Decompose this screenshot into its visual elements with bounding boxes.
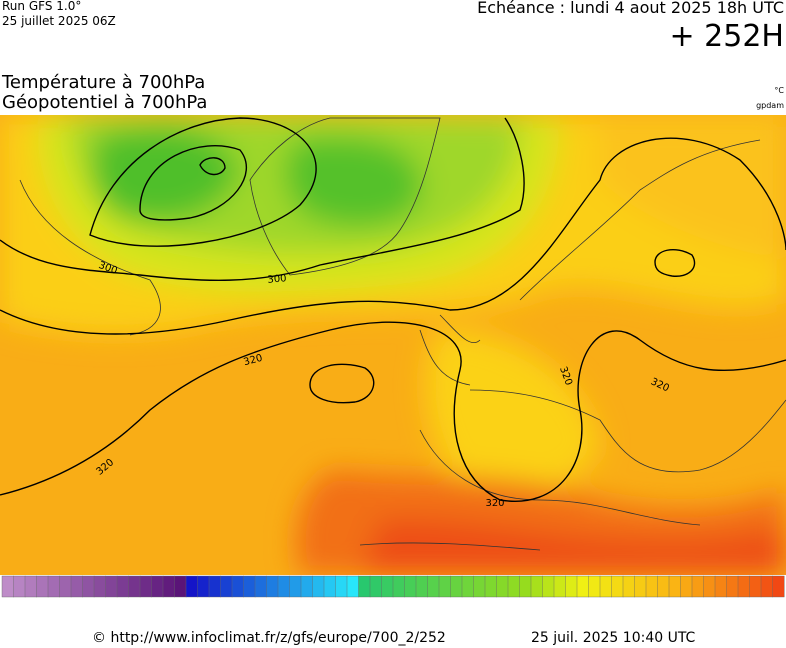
colorbar-cell [151,575,164,598]
colorbar-cell [231,575,245,598]
colorbar-cell [726,575,739,598]
colorbar-cell [243,575,256,598]
colorbar-cell [484,575,498,598]
colorbar-cell [266,575,279,598]
run-date: 25 juillet 2025 06Z [2,14,116,28]
temperature-field [0,115,786,575]
colorbar-cell [185,575,199,598]
colorbar-cell [116,575,130,598]
contour-label: 320 [242,353,263,369]
colorbar-cell [473,575,486,598]
colorbar-cell [300,575,314,598]
colorbar-cell [208,575,222,598]
colorbar-cell [335,575,348,598]
colorbar-cell [162,575,176,598]
lead-time: + 252H [669,19,785,54]
colorbar-cell [496,575,509,598]
colorbar-cell [657,575,670,598]
geopotential-contours [0,117,786,502]
contour-label: 320 [485,498,504,509]
colorbar-cell [70,575,84,598]
colorbar-cell [760,575,774,598]
colorbar-cell [277,575,291,598]
colorbar-cell [542,575,555,598]
colorbar-cell [82,575,95,598]
colorbar-cell [772,575,785,598]
colorbar-cell [703,575,716,598]
colorbar-cell [174,575,187,598]
colorbar-cell [312,575,325,598]
colorbar-cell [254,575,268,598]
colorbar-cell [346,575,360,598]
colorbar-cell [13,575,26,598]
colorbar-cell [645,575,659,598]
footer-generated: 25 juil. 2025 10:40 UTC [531,630,696,646]
colorbar-cell [289,575,302,598]
colorbar-cell [737,575,751,598]
unit-geopotential: gpdam [756,101,784,110]
colorbar-cell [1,575,15,598]
colorbar-cell [668,575,682,598]
colorbar-cell [622,575,636,598]
run-label: Run GFS 1.0° [2,0,82,13]
colorbar-cell [611,575,624,598]
colorbar-cell [450,575,463,598]
colorbar: -54-50-46-42-38-34-28-21-17-13-9-5-13711… [1,575,785,598]
colorbar-cell [680,575,693,598]
colorbar-cell [588,575,601,598]
colorbar-cell [565,575,578,598]
colorbar-cell [404,575,417,598]
colorbar-cell [105,575,118,598]
colorbar-cell [507,575,521,598]
colorbar-cell [461,575,475,598]
colorbar-cell [634,575,647,598]
colorbar-cell [381,575,394,598]
colorbar-cell [553,575,567,598]
colorbar-cell [93,575,107,598]
coastlines [19,117,786,551]
colorbar-cell [749,575,762,598]
contour-label: 300 [267,273,287,286]
colorbar-cell [519,575,532,598]
colorbar-cell [59,575,72,598]
title-temperature: Température à 700hPa [2,72,206,93]
colorbar-cell [220,575,233,598]
colorbar-cell [392,575,406,598]
colorbar-cell [427,575,440,598]
colorbar-cell [139,575,153,598]
colorbar-cell [128,575,141,598]
unit-temperature: °C [774,86,784,95]
colorbar-cell [24,575,38,598]
colorbar-cell [691,575,705,598]
colorbar-cell [47,575,61,598]
colorbar-cell [197,575,210,598]
colorbar-cell [576,575,590,598]
footer-source: © http://www.infoclimat.fr/z/gfs/europe/… [92,630,446,646]
colorbar-cell [530,575,544,598]
colorbar-cell [36,575,49,598]
colorbar-cell [358,575,371,598]
colorbar-cell [599,575,613,598]
title-geopotential: Géopotentiel à 700hPa [2,92,208,113]
colorbar-cell [369,575,383,598]
colorbar-cell [714,575,728,598]
valid-time: Echéance : lundi 4 aout 2025 18h UTC [477,0,784,17]
colorbar-cell [438,575,452,598]
colorbar-cell [323,575,337,598]
colorbar-cell [415,575,429,598]
